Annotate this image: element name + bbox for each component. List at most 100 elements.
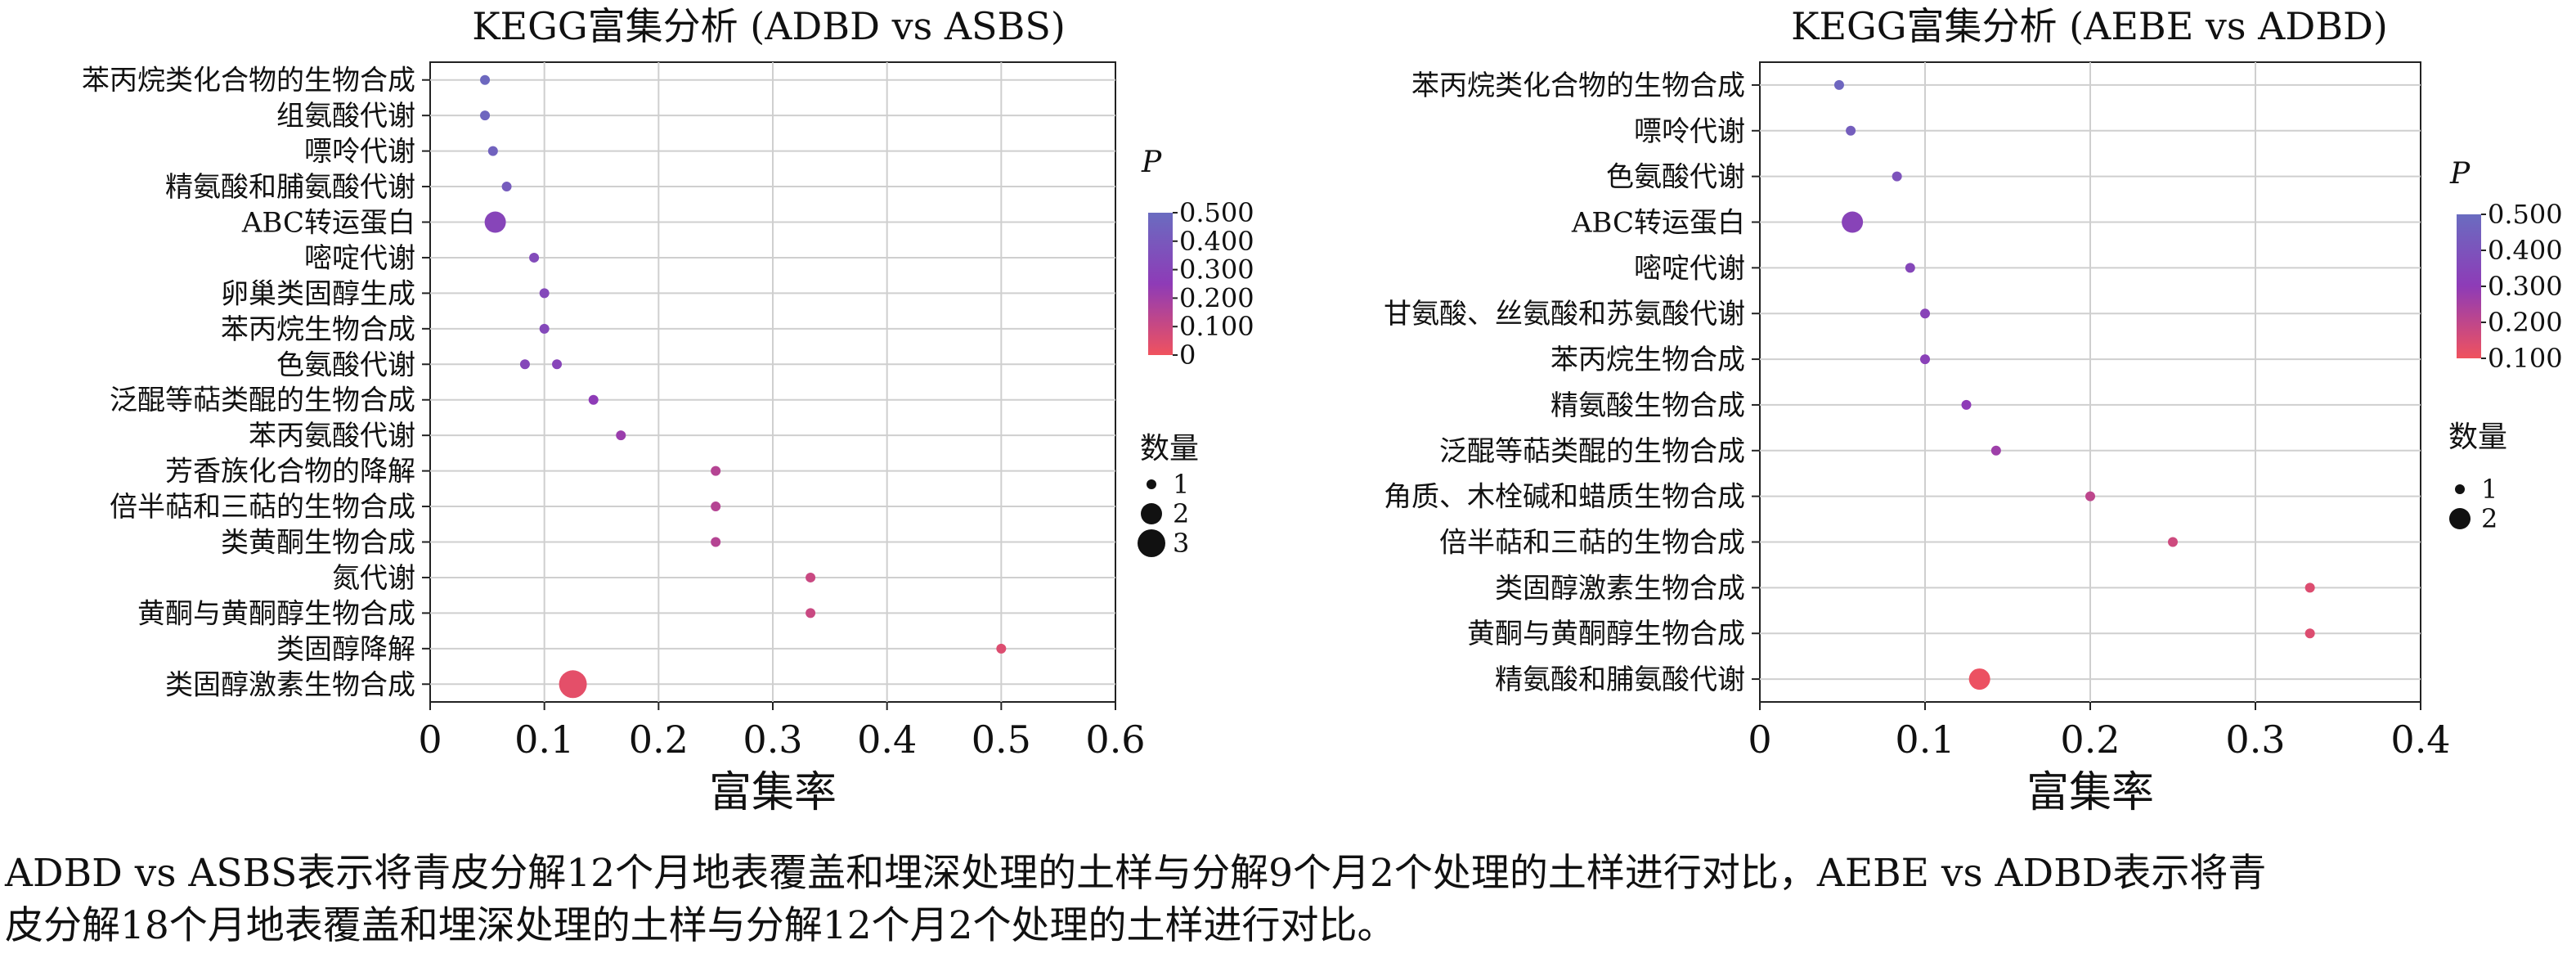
category-label: 精氨酸和脯氨酸代谢 <box>165 171 415 204</box>
data-point <box>539 288 550 299</box>
data-point <box>519 359 530 370</box>
x-tick-label: 0.2 <box>629 717 689 762</box>
data-point <box>1905 263 1915 273</box>
data-point <box>1892 171 1902 182</box>
data-point <box>806 572 816 582</box>
category-label: 组氨酸代谢 <box>276 100 415 133</box>
x-tick-label: 0.2 <box>2060 717 2120 762</box>
color-bar-tick-label: 0 <box>1179 340 1196 371</box>
category-label: 角质、木栓碱和蜡质生物合成 <box>1384 481 1745 514</box>
data-point <box>711 501 721 512</box>
x-axis-label: 富集率 <box>2026 768 2154 817</box>
data-point <box>552 359 563 370</box>
category-label: 类固醇激素生物合成 <box>165 668 415 701</box>
color-bar-tick-label: 0.500 <box>1179 197 1254 228</box>
caption-line-2: 皮分解18个月地表覆盖和埋深处理的土样与分解12个月2个处理的土样进行对比。 <box>5 903 1396 948</box>
color-bar <box>2457 214 2481 358</box>
color-legend-title: P <box>2449 157 2471 191</box>
category-label: 泛醌等萜类醌的生物合成 <box>1439 435 1745 468</box>
data-point <box>2085 491 2095 501</box>
category-label: ABC转运蛋白 <box>1571 207 1745 240</box>
x-tick-label: 0 <box>418 717 442 762</box>
color-bar-tick-label: 0.400 <box>1179 226 1254 257</box>
x-tick-label: 0.1 <box>514 717 574 762</box>
data-point <box>1990 445 2001 456</box>
x-tick-label: 0.1 <box>1895 717 1954 762</box>
category-label: 苯丙烷生物合成 <box>1551 344 1745 376</box>
data-point <box>996 643 1007 654</box>
size-legend-label: 3 <box>1173 528 1189 559</box>
color-bar-tick-label: 0.500 <box>2488 199 2563 230</box>
category-label: 泛醌等萜类醌的生物合成 <box>110 385 415 417</box>
category-label: 苯丙烷生物合成 <box>221 313 415 346</box>
category-label: 色氨酸代谢 <box>276 349 415 381</box>
caption-line-1: ADBD vs ASBS表示将青皮分解12个月地表覆盖和埋深处理的土样与分解9个… <box>5 851 2267 896</box>
category-label: 类固醇激素生物合成 <box>1495 572 1745 605</box>
category-label: 苯丙烷类化合物的生物合成 <box>1411 70 1745 102</box>
data-point <box>1920 354 1930 365</box>
category-label: 卵巢类固醇生成 <box>221 277 415 310</box>
data-point <box>588 394 599 405</box>
data-point <box>480 110 491 121</box>
data-point <box>711 537 721 547</box>
color-bar-tick-label: 0.100 <box>2488 343 2563 374</box>
data-point <box>1968 668 1990 690</box>
x-tick-label: 0.5 <box>972 717 1031 762</box>
category-label: 黄酮与黄酮醇生物合成 <box>1467 618 1745 650</box>
data-point <box>484 211 506 233</box>
size-legend-dot <box>1147 479 1156 489</box>
category-label: 精氨酸和脯氨酸代谢 <box>1495 663 1745 696</box>
data-point <box>2304 582 2315 593</box>
data-point <box>539 323 550 334</box>
data-point <box>2168 537 2178 547</box>
data-point <box>806 608 816 618</box>
category-label: 类黄酮生物合成 <box>221 527 415 560</box>
chart-title: KEGG富集分析 (ADBD vs ASBS) <box>472 4 1066 48</box>
size-legend-label: 2 <box>1173 498 1189 529</box>
color-bar <box>1148 213 1173 355</box>
category-label: 嘌呤代谢 <box>1634 115 1745 148</box>
size-legend-label: 2 <box>2481 503 2497 534</box>
chart-adbd-vs-asbs: 0 0.1 0.2 0.3 0.4 0.5 0.6 苯丙烷类化合物的生物合成组氨酸代谢嘌呤代谢… <box>82 4 1254 817</box>
category-label: 芳香族化合物的降解 <box>165 456 415 488</box>
data-point <box>529 252 540 263</box>
category-label: 氮代谢 <box>332 562 415 595</box>
x-tick-label: 0.4 <box>2390 717 2450 762</box>
size-legend-dot <box>1141 503 1162 524</box>
category-label: 苯丙烷类化合物的生物合成 <box>82 65 415 97</box>
chart-title: KEGG富集分析 (AEBE vs ADBD) <box>1791 4 2388 48</box>
size-legend-dot <box>2449 508 2471 529</box>
category-label: 精氨酸生物合成 <box>1551 389 1745 422</box>
color-bar-tick-label: 0.300 <box>1179 254 1254 286</box>
category-label: 嘧啶代谢 <box>1634 252 1745 285</box>
color-bar-tick-label: 0.100 <box>1179 311 1254 342</box>
data-point <box>559 670 587 699</box>
data-point <box>480 74 491 85</box>
data-point <box>1842 211 1864 233</box>
x-tick-label: 0.3 <box>743 717 802 762</box>
x-axis-label: 富集率 <box>709 768 837 817</box>
category-label: 类固醇降解 <box>276 633 415 666</box>
data-point <box>487 146 498 156</box>
x-tick-label: 0.6 <box>1085 717 1145 762</box>
figure-caption: ADBD vs ASBS表示将青皮分解12个月地表覆盖和埋深处理的土样与分解9个… <box>5 848 2565 952</box>
category-label: 甘氨酸、丝氨酸和苏氨酸代谢 <box>1384 298 1745 331</box>
color-bar-tick-label: 0.300 <box>2488 271 2563 302</box>
data-point <box>1846 125 1856 136</box>
color-bar-tick-label: 0.200 <box>2488 307 2563 338</box>
category-label: ABC转运蛋白 <box>241 207 415 240</box>
data-point <box>1920 308 1930 319</box>
size-legend-title: 数量 <box>2448 421 2507 454</box>
color-bar-tick-label: 0.200 <box>1179 282 1254 313</box>
data-point <box>2304 628 2315 639</box>
data-point <box>1961 399 1972 410</box>
data-point <box>616 430 626 441</box>
category-label: 色氨酸代谢 <box>1606 161 1745 194</box>
category-label: 倍半萜和三萜的生物合成 <box>1439 527 1745 560</box>
size-legend-dot <box>1138 529 1165 557</box>
x-tick-label: 0.3 <box>2225 717 2285 762</box>
category-label: 嘧啶代谢 <box>304 242 415 275</box>
size-legend-dot <box>2455 484 2465 494</box>
